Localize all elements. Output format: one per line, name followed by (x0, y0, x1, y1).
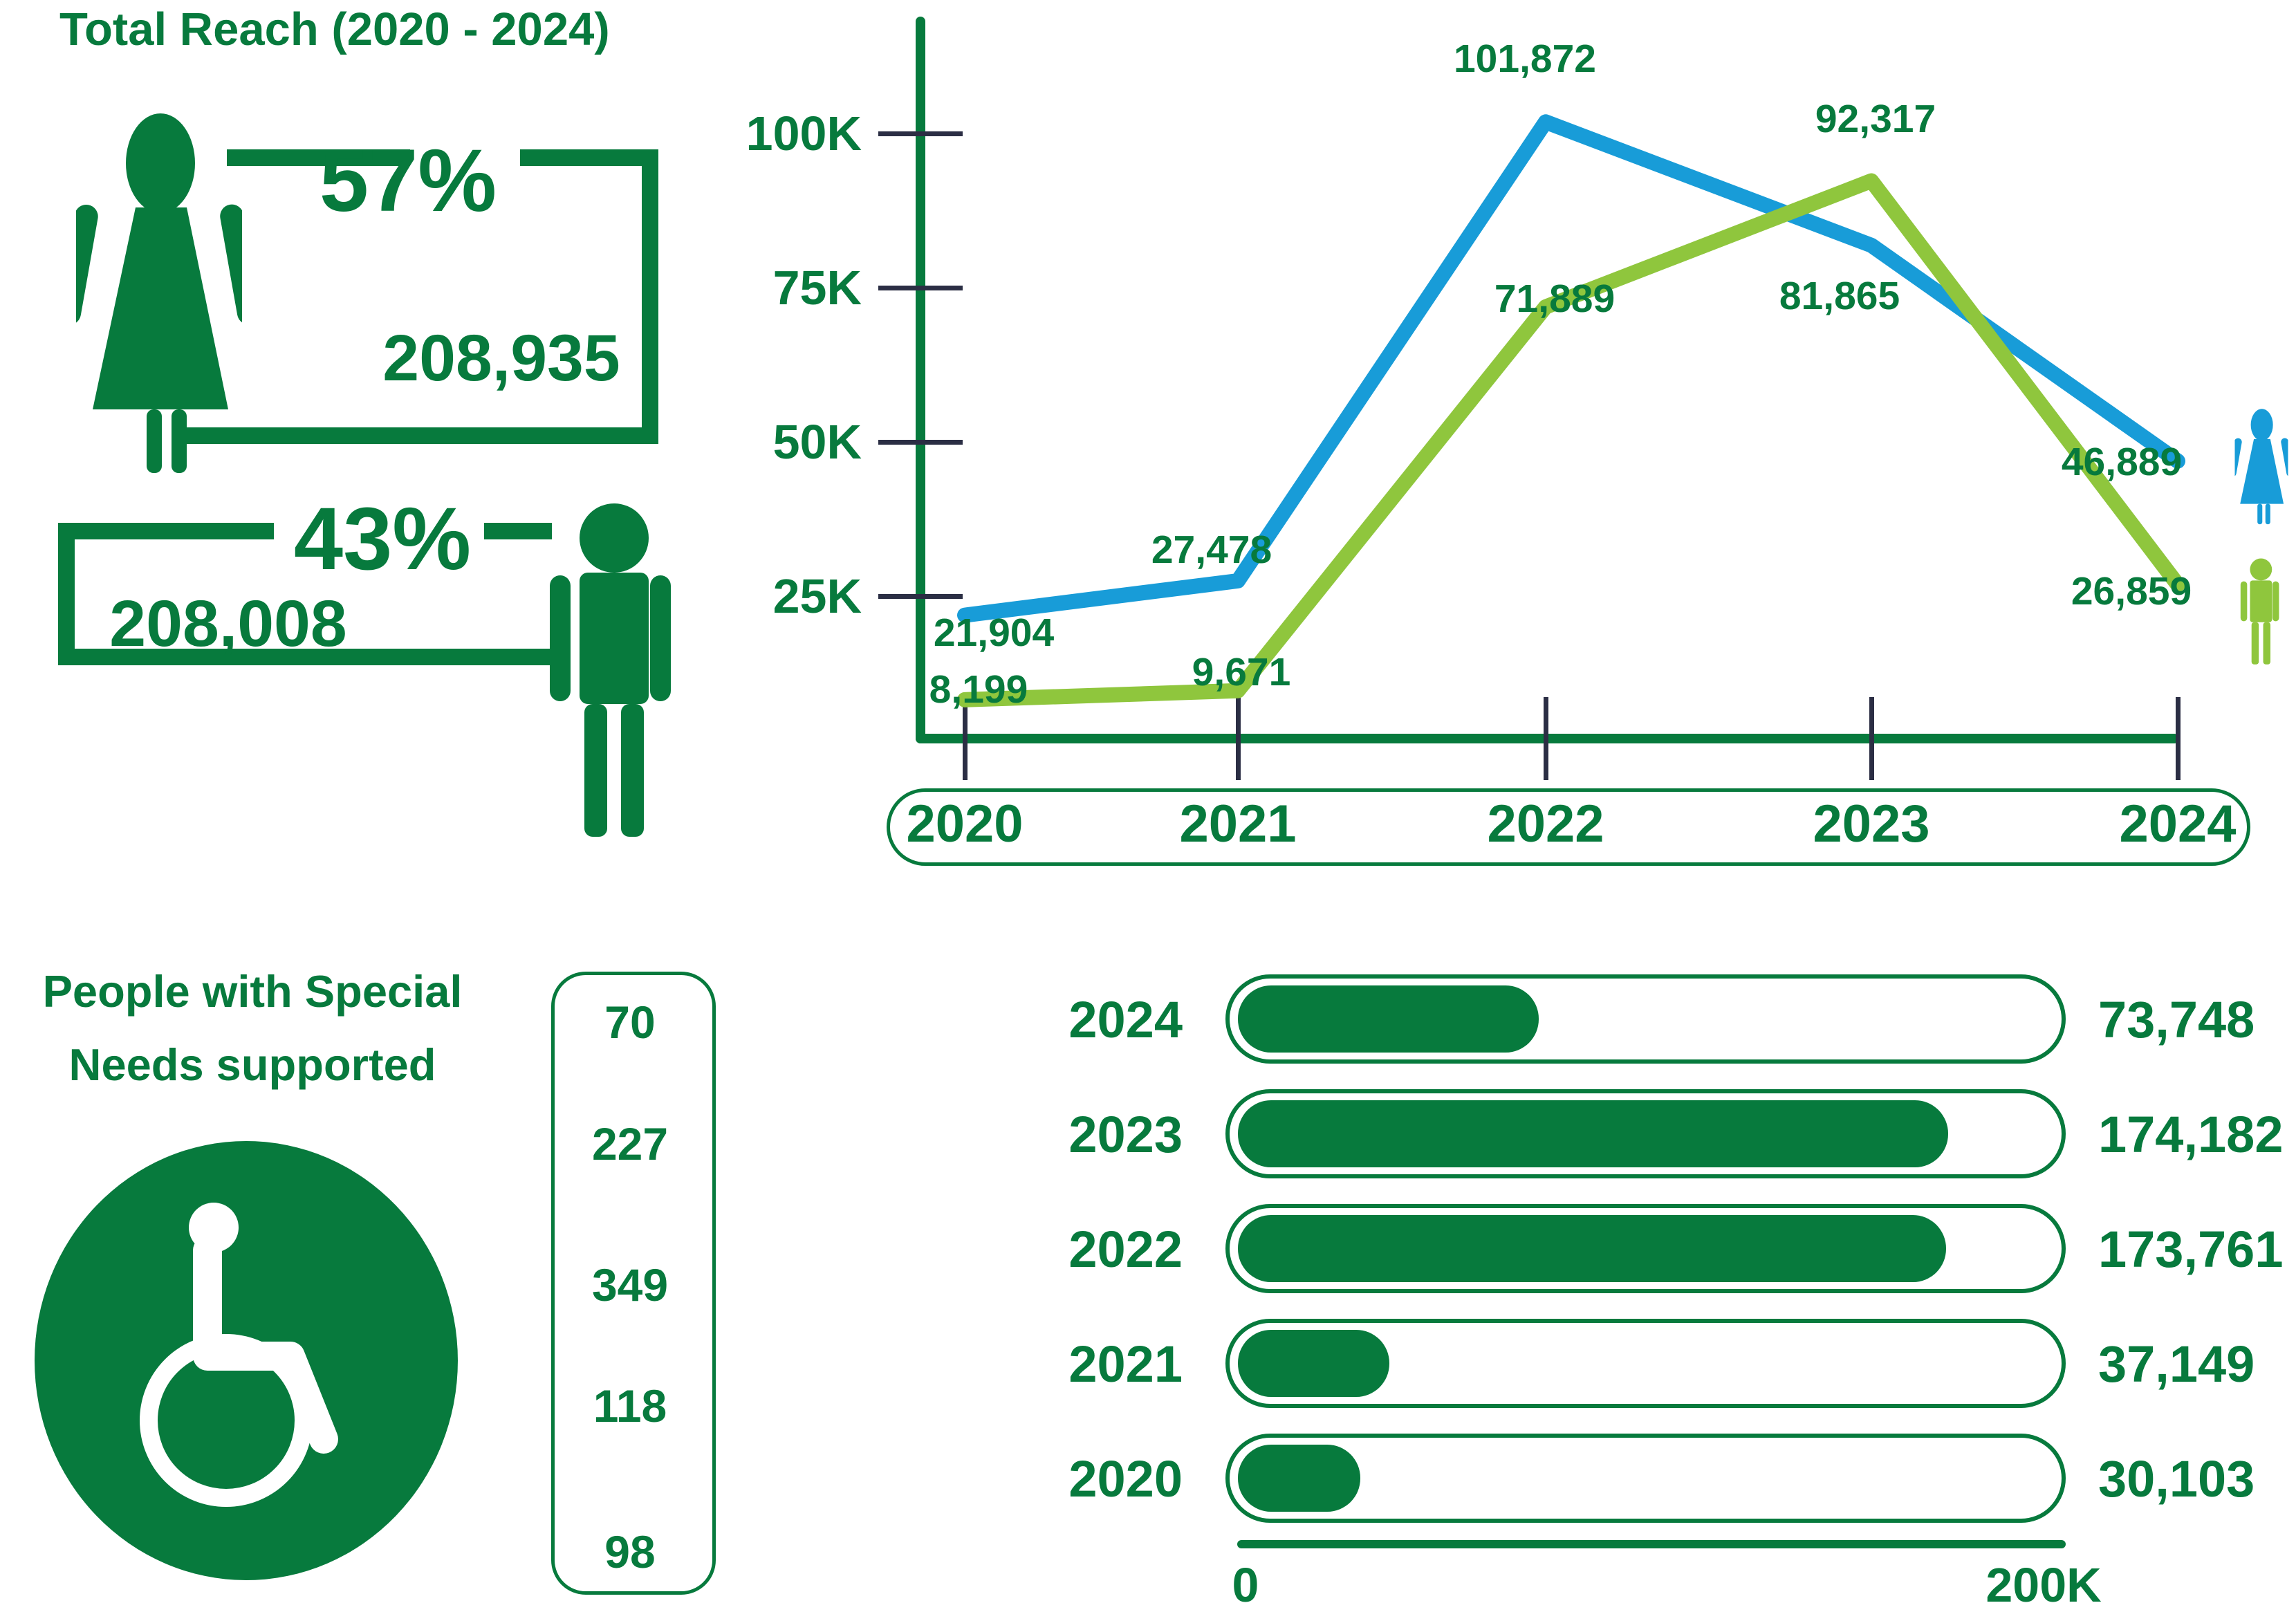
female-bracket-bottom (172, 427, 658, 444)
special-needs-value-4: 98 (604, 1526, 656, 1577)
y-tick-100K (878, 131, 963, 136)
year-label-2023: 2023 (1813, 795, 1930, 853)
bar-track-2020 (1225, 1434, 2066, 1523)
bar-year-2022: 2022 (1068, 1221, 1183, 1278)
line-series-male (957, 173, 2185, 707)
bar-value-2020: 30,103 (2098, 1450, 2255, 1508)
male-connector-right (484, 523, 552, 539)
special-needs-value-1: 227 (591, 1118, 669, 1169)
data-label-male-2024: 26,859 (2071, 569, 2192, 614)
male-connector-left (58, 523, 274, 539)
special-needs-value-box (551, 972, 716, 1595)
x-tick-2021 (1235, 697, 1241, 780)
bar-track-2022 (1225, 1204, 2066, 1293)
bar-chart-axis (1237, 1540, 2066, 1548)
male-bracket-vertical (58, 523, 75, 665)
line-chart-year-box (887, 788, 2250, 866)
female-percent: 57% (319, 131, 497, 230)
y-tick-50K (878, 439, 963, 445)
data-label-female-2023: 81,865 (1779, 273, 1900, 318)
data-label-male-2020: 8,199 (929, 667, 1028, 712)
data-label-female-2022: 101,872 (1453, 37, 1597, 82)
bar-year-2021: 2021 (1068, 1335, 1183, 1393)
special-needs-title-line1: People with Special (42, 966, 463, 1017)
bar-axis-max-label: 200K (1985, 1558, 2102, 1612)
wheelchair-icon (114, 1184, 405, 1521)
special-needs-value-0: 70 (604, 997, 656, 1048)
bar-fill-2024 (1238, 985, 1539, 1053)
bar-fill-2022 (1238, 1215, 1946, 1282)
y-tick-25K (878, 593, 963, 599)
bar-year-2020: 2020 (1068, 1450, 1183, 1508)
bar-fill-2021 (1238, 1330, 1389, 1397)
female-connector-right (520, 149, 658, 166)
bar-value-2023: 174,182 (2098, 1106, 2284, 1163)
data-label-male-2022: 71,889 (1494, 276, 1615, 321)
bar-year-2024: 2024 (1068, 991, 1183, 1048)
total-reach-title: Total Reach (2020 - 2024) (59, 3, 610, 55)
female-value: 208,935 (382, 322, 620, 395)
y-tick-75K (878, 285, 963, 290)
y-tick-label-25K: 25K (772, 569, 862, 623)
x-tick-2022 (1543, 697, 1548, 780)
bar-fill-2023 (1238, 1100, 1948, 1167)
special-needs-value-2: 349 (591, 1259, 669, 1310)
line-chart-y-axis (916, 17, 925, 743)
bar-track-2023 (1225, 1089, 2066, 1178)
x-tick-2020 (962, 697, 968, 780)
female-connector-left (227, 149, 410, 166)
data-label-female-2021: 27,478 (1151, 527, 1272, 572)
x-tick-2024 (2175, 697, 2181, 780)
male-percent: 43% (293, 490, 472, 589)
bar-year-2023: 2023 (1068, 1106, 1183, 1163)
y-tick-label-100K: 100K (746, 106, 862, 160)
bar-axis-min-label: 0 (1232, 1558, 1259, 1612)
bar-track-2024 (1225, 974, 2066, 1064)
x-tick-2023 (1869, 697, 1874, 780)
male-value: 208,008 (109, 587, 347, 660)
female-bracket-vertical (642, 149, 658, 444)
male-bracket-bottom (58, 649, 564, 665)
bar-value-2024: 73,748 (2098, 991, 2255, 1048)
year-label-2024: 2024 (2119, 795, 2237, 853)
year-label-2021: 2021 (1179, 795, 1297, 853)
data-label-male-2023: 92,317 (1815, 96, 1936, 141)
y-tick-label-50K: 50K (772, 415, 862, 469)
legend-female-icon (2227, 408, 2296, 526)
year-label-2020: 2020 (906, 795, 1024, 853)
year-label-2022: 2022 (1487, 795, 1604, 853)
y-tick-label-75K: 75K (772, 261, 862, 315)
legend-male-icon (2230, 552, 2293, 665)
data-label-male-2021: 9,671 (1192, 649, 1291, 694)
bar-fill-2020 (1238, 1445, 1360, 1512)
special-needs-value-3: 118 (593, 1380, 667, 1432)
data-label-female-2020: 21,904 (933, 610, 1055, 655)
special-needs-title-line2: Needs supported (68, 1039, 436, 1090)
bar-value-2021: 37,149 (2098, 1335, 2255, 1393)
bar-value-2022: 173,761 (2098, 1221, 2284, 1278)
bar-track-2021 (1225, 1319, 2066, 1408)
data-label-female-2024: 46,889 (2061, 439, 2183, 484)
